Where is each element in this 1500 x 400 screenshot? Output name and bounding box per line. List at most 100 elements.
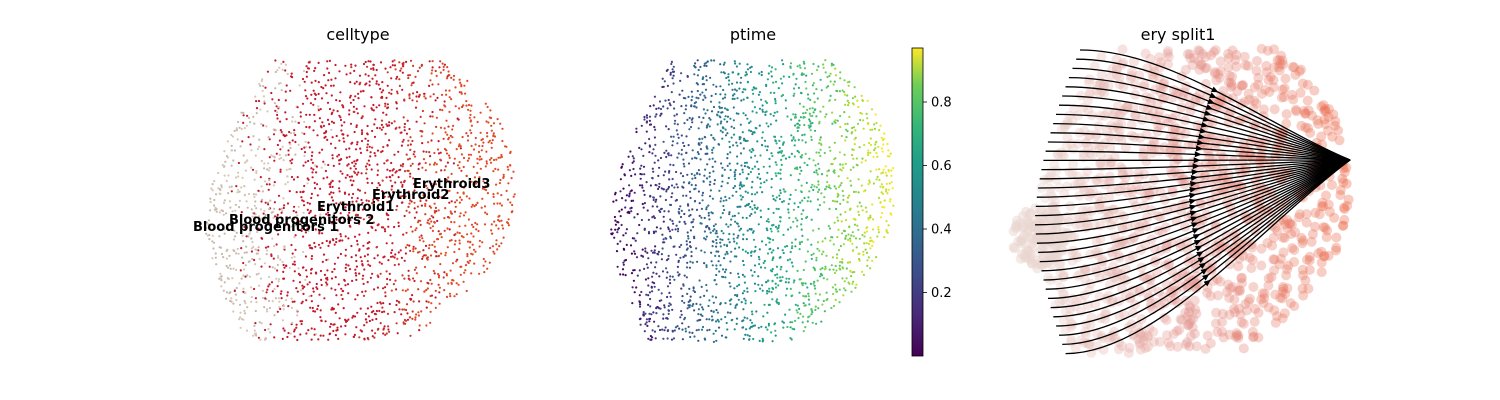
ptime-point: [620, 165, 624, 168]
ptime-point: [619, 273, 622, 276]
celltype-point: [299, 320, 302, 323]
ptime-point: [814, 292, 817, 295]
celltype-point: [358, 74, 362, 77]
celltype-point: [323, 74, 326, 77]
celltype-point: [207, 223, 210, 226]
celltype-point: [341, 239, 344, 242]
ptime-point: [638, 269, 641, 272]
celltype-point: [257, 249, 260, 252]
ptime-point: [848, 282, 851, 285]
ptime-point: [727, 83, 731, 86]
ery-point: [1296, 232, 1307, 243]
ptime-point: [724, 253, 727, 256]
celltype-point: [297, 272, 300, 275]
ptime-point: [708, 299, 711, 302]
ptime-point: [809, 114, 812, 117]
ptime-point: [875, 256, 878, 259]
celltype-point: [416, 91, 419, 94]
celltype-point: [320, 97, 324, 100]
ptime-point: [769, 227, 772, 230]
ptime-point: [719, 303, 722, 306]
ery-point: [1072, 213, 1083, 224]
celltype-point: [368, 216, 371, 219]
celltype-point: [287, 149, 290, 152]
ptime-point: [722, 88, 725, 92]
ptime-point: [779, 256, 782, 259]
ptime-point: [772, 114, 775, 117]
ptime-point: [733, 214, 737, 217]
ptime-point: [835, 256, 839, 260]
ery-point: [1274, 65, 1285, 76]
celltype-point: [366, 307, 369, 310]
ptime-point: [770, 177, 773, 181]
celltype-point: [230, 185, 233, 188]
celltype-point: [244, 169, 247, 172]
celltype-point: [402, 233, 405, 236]
celltype-point: [391, 242, 394, 245]
ptime-point: [715, 264, 718, 267]
ptime-point: [782, 200, 786, 203]
ptime-point: [823, 201, 826, 204]
celltype-point: [267, 328, 270, 331]
celltype-point: [258, 257, 261, 261]
ptime-point: [868, 141, 871, 145]
ptime-point: [674, 228, 677, 231]
ery-point: [1130, 110, 1141, 121]
ery-point: [1323, 104, 1334, 114]
ptime-point: [843, 280, 846, 283]
ptime-point: [793, 92, 796, 95]
ptime-point: [651, 329, 654, 332]
ptime-point: [648, 151, 651, 154]
celltype-point: [327, 71, 331, 74]
ptime-point: [660, 112, 663, 115]
ptime-point: [798, 248, 801, 251]
ery-point: [1285, 298, 1296, 309]
ptime-point: [735, 255, 738, 258]
ptime-point: [711, 245, 714, 248]
ptime-point: [724, 115, 727, 118]
celltype-point: [274, 297, 277, 300]
celltype-point: [419, 219, 422, 222]
celltype-point: [386, 201, 389, 204]
celltype-point: [498, 245, 501, 248]
celltype-point: [467, 157, 471, 160]
celltype-point: [350, 184, 354, 187]
ptime-point: [723, 243, 726, 246]
ptime-point: [864, 159, 867, 162]
ptime-point: [858, 237, 861, 240]
ptime-point: [802, 115, 805, 119]
ptime-point: [852, 235, 855, 238]
celltype-point: [365, 172, 368, 175]
ptime-point: [799, 155, 802, 158]
ery-point: [1210, 45, 1221, 56]
ery-point: [1263, 273, 1274, 284]
celltype-point: [412, 177, 415, 180]
ptime-point: [874, 113, 877, 116]
ptime-point: [741, 292, 745, 295]
celltype-point: [282, 270, 285, 273]
celltype-point: [247, 235, 250, 238]
ptime-point: [668, 102, 671, 105]
celltype-point: [361, 208, 364, 211]
celltype-point: [276, 117, 279, 120]
celltype-point: [320, 166, 323, 169]
ptime-point: [744, 250, 747, 253]
ptime-point: [672, 65, 675, 68]
celltype-point: [479, 131, 482, 134]
celltype-point: [396, 332, 399, 335]
celltype-point: [214, 206, 217, 209]
celltype-point: [276, 143, 279, 147]
celltype-point: [254, 95, 257, 98]
celltype-point: [232, 302, 235, 305]
ptime-point: [742, 147, 745, 150]
ptime-point: [749, 130, 753, 133]
ery-point: [1187, 322, 1198, 333]
ptime-point: [795, 166, 799, 169]
ery-point: [1211, 159, 1222, 170]
ptime-point: [814, 305, 817, 308]
celltype-point: [319, 309, 322, 312]
celltype-point: [231, 277, 234, 280]
celltype-point: [353, 165, 356, 168]
ptime-point: [803, 62, 806, 65]
celltype-point: [459, 212, 462, 215]
